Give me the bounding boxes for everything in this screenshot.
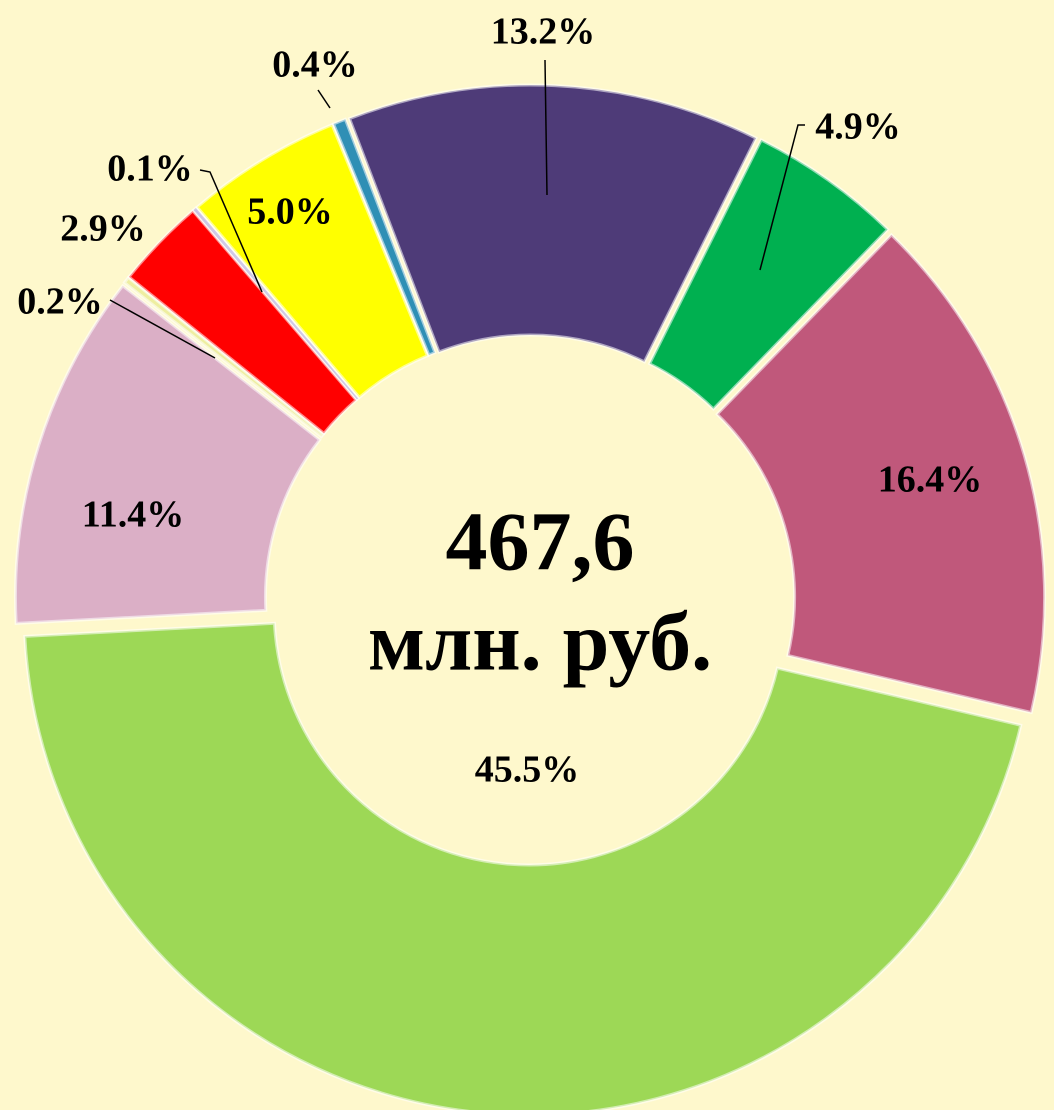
- leader-line: [199, 169, 263, 293]
- data-label: 45.5%: [475, 749, 580, 791]
- data-label: 2.9%: [60, 208, 146, 250]
- leader-line: [317, 89, 331, 109]
- slice: [331, 117, 437, 357]
- slices: [14, 83, 1047, 1110]
- slice: [195, 122, 430, 400]
- leader-line: [544, 59, 548, 196]
- slice: [647, 137, 890, 412]
- slice: [715, 232, 1047, 715]
- labels: 13.2% 4.9% 16.4% 45.5% 11.4% 0.2% 2.9% 0.1% 5.0%…: [17, 11, 982, 791]
- leader-line: [759, 124, 805, 271]
- data-label: 11.4%: [82, 494, 184, 536]
- data-label: 16.4%: [878, 459, 983, 501]
- slice: [191, 205, 361, 402]
- center-unit: млн. руб.: [368, 595, 712, 688]
- data-label: 0.1%: [107, 148, 193, 190]
- data-label: 5.0%: [247, 191, 333, 233]
- data-label: 13.2%: [491, 11, 596, 53]
- data-label: 0.2%: [17, 281, 103, 323]
- slice: [23, 621, 1023, 1110]
- data-label: 4.9%: [815, 106, 901, 148]
- slice: [347, 83, 758, 364]
- data-label: 0.4%: [272, 44, 358, 86]
- center-value: 467,6: [446, 495, 635, 588]
- leader-line: [109, 299, 216, 359]
